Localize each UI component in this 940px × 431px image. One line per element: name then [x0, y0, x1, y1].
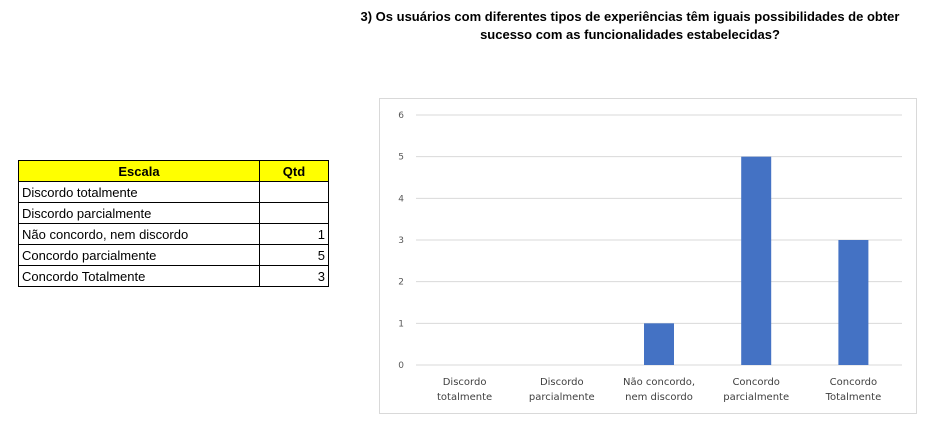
- x-tick-label: Totalmente: [825, 392, 882, 403]
- row-qtd: 3: [259, 265, 329, 287]
- chart-title-line-1: 3) Os usuários com diferentes tipos de e…: [360, 9, 900, 24]
- row-qtd: 5: [259, 244, 329, 266]
- bar-chart: 0 1 2 3 4 5 6 Discordo totalmente Discordo parcial…: [398, 111, 902, 403]
- row-qtd: [259, 181, 329, 203]
- x-tick-label: parcialmente: [723, 392, 789, 403]
- scale-table: Escala Qtd Discordo totalmente Discordo …: [18, 160, 329, 287]
- y-tick-label: 2: [398, 278, 404, 288]
- y-tick-label: 5: [398, 153, 404, 163]
- header-escala: Escala: [18, 160, 260, 182]
- x-tick-label: Concordo: [830, 377, 877, 388]
- header-qtd: Qtd: [259, 160, 329, 182]
- row-label: Discordo parcialmente: [18, 202, 260, 224]
- row-label: Não concordo, nem discordo: [18, 223, 260, 245]
- y-tick-label: 3: [398, 236, 404, 246]
- bar: [741, 156, 772, 365]
- chart-title: 3) Os usuários com diferentes tipos de e…: [330, 8, 930, 44]
- y-tick-label: 1: [398, 319, 404, 329]
- table-row: Concordo Totalmente 3: [18, 265, 329, 287]
- row-qtd: [259, 202, 329, 224]
- table-row: Discordo parcialmente: [18, 202, 329, 224]
- bar: [644, 323, 674, 365]
- x-tick-label: Não concordo,: [623, 377, 695, 388]
- x-tick-label: Concordo: [732, 377, 779, 388]
- x-tick-label: nem discordo: [625, 392, 693, 403]
- x-tick-label: Discordo: [540, 377, 584, 388]
- table-row: Não concordo, nem discordo 1: [18, 223, 329, 245]
- chart-area: 0 1 2 3 4 5 6 Discordo totalmente Discordo parcial…: [379, 98, 917, 414]
- row-qtd: 1: [259, 223, 329, 245]
- table-header-row: Escala Qtd: [18, 160, 329, 182]
- x-tick-label: parcialmente: [529, 392, 595, 403]
- x-tick-label: Discordo: [443, 377, 487, 388]
- table-row: Discordo totalmente: [18, 181, 329, 203]
- y-tick-label: 4: [398, 194, 404, 204]
- row-label: Concordo Totalmente: [18, 265, 260, 287]
- x-tick-label: totalmente: [437, 392, 492, 403]
- table-row: Concordo parcialmente 5: [18, 244, 329, 266]
- row-label: Concordo parcialmente: [18, 244, 260, 266]
- y-tick-label: 0: [398, 361, 404, 371]
- y-tick-label: 6: [398, 111, 404, 121]
- bar: [838, 240, 869, 365]
- chart-title-line-2: sucesso com as funcionalidades estabelec…: [480, 27, 780, 42]
- row-label: Discordo totalmente: [18, 181, 260, 203]
